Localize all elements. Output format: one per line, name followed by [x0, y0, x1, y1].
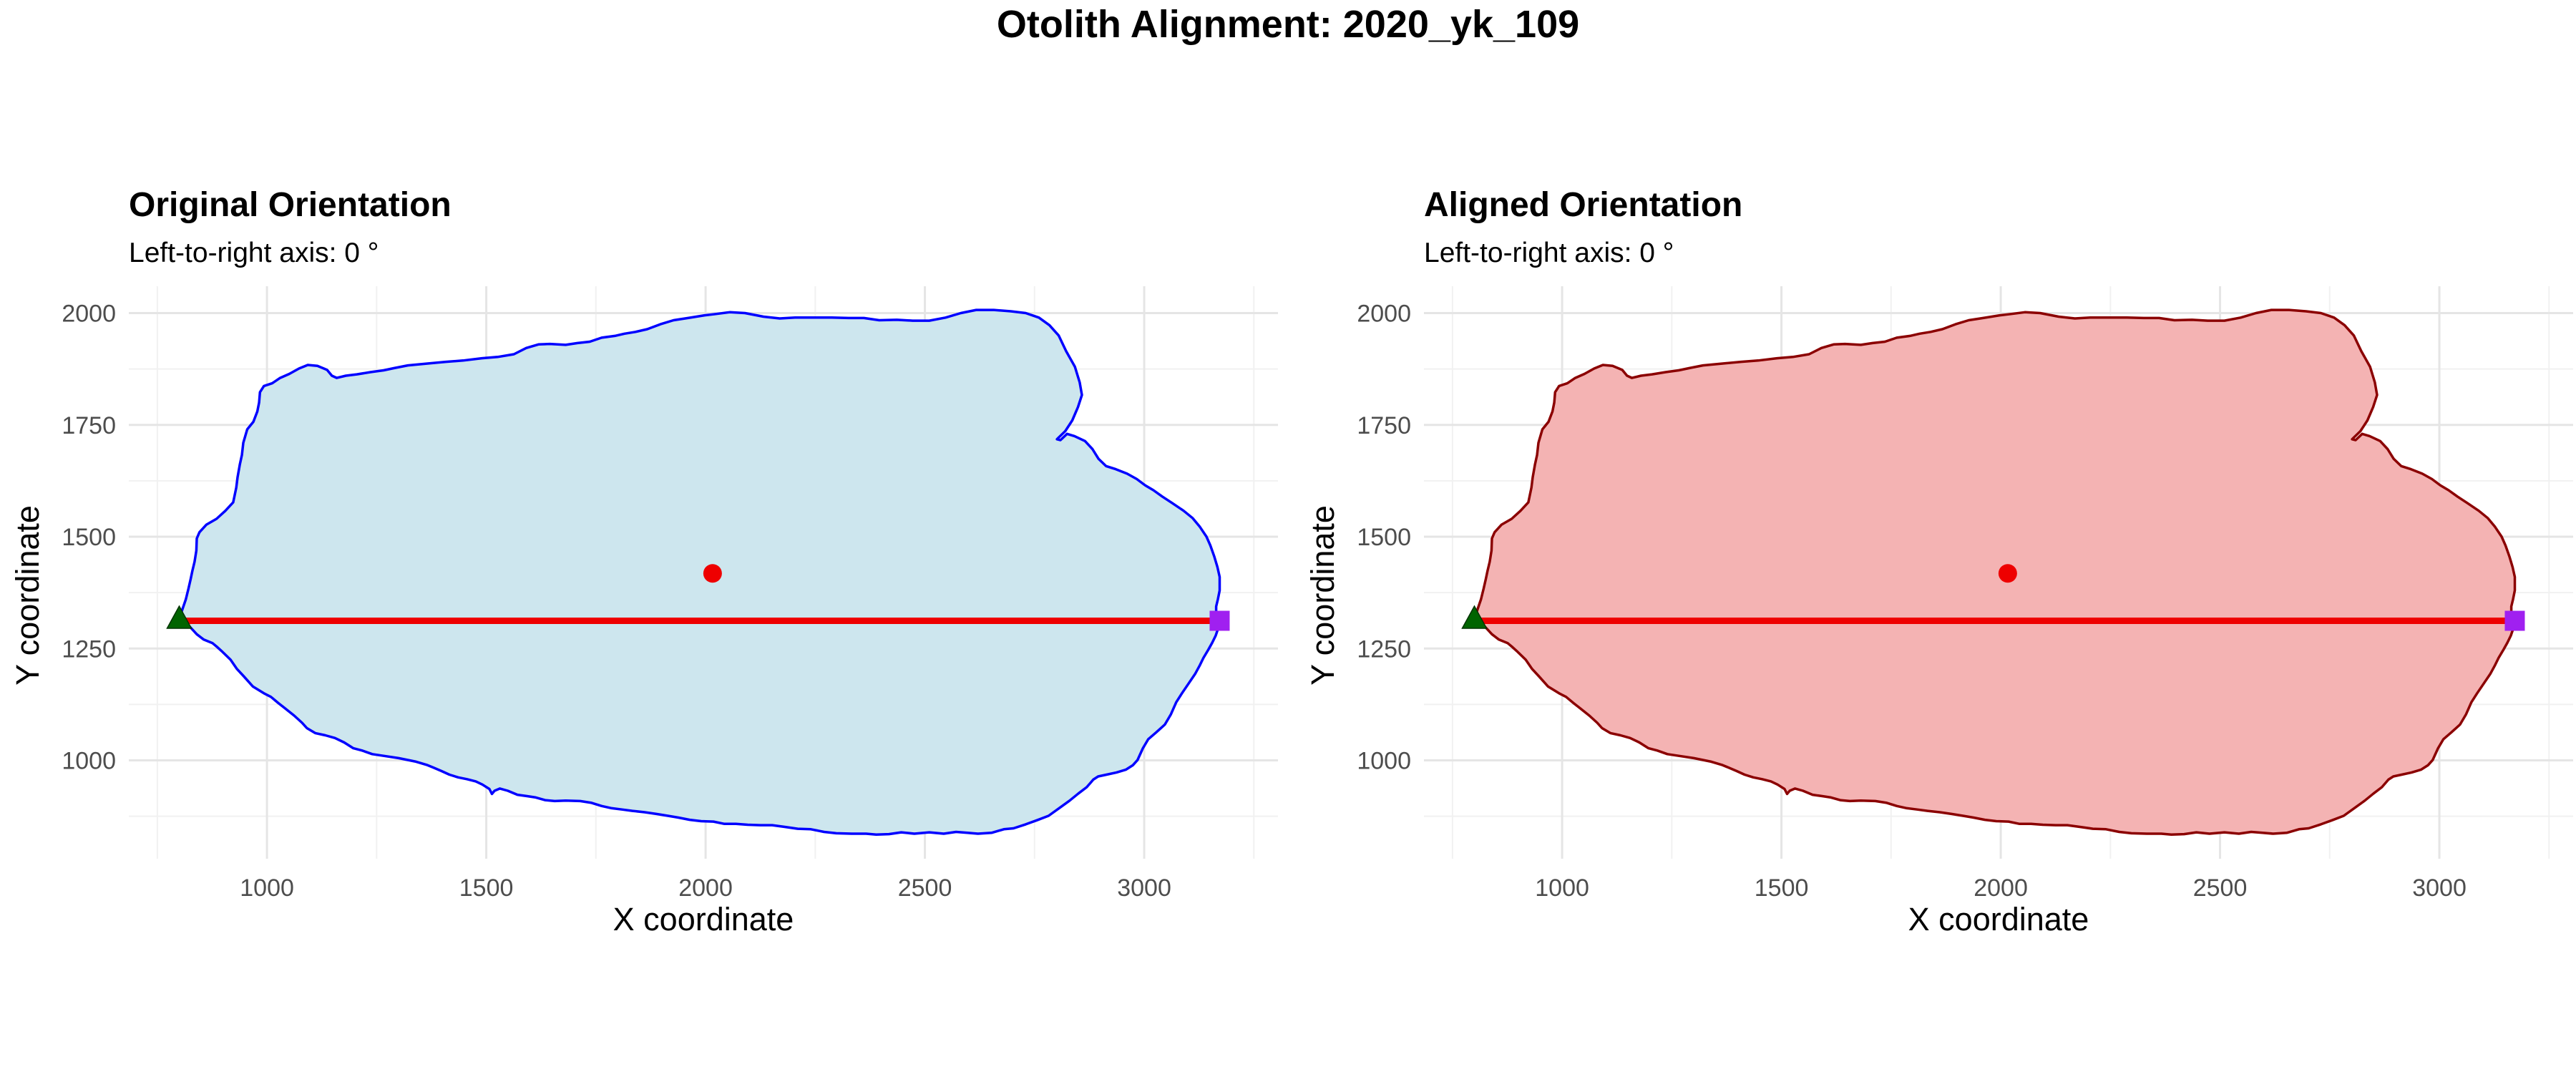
- x-tick-label: 2500: [2193, 874, 2248, 902]
- panel-title: Aligned Orientation: [1424, 186, 1742, 224]
- figure-title: Otolith Alignment: 2020_yk_109: [997, 3, 1579, 46]
- left-end-marker: [1461, 605, 1488, 629]
- plot-area: 1000 1500 2000 2500 3000 1000 1250 1500 1750 2000: [62, 286, 1278, 902]
- x-tick-label: 2000: [1974, 874, 2028, 902]
- y-tick-label: 1500: [1357, 524, 1411, 551]
- y-tick-label: 1000: [62, 748, 116, 775]
- panel-aligned: Aligned Orientation Left-to-right axis: …: [1304, 186, 2573, 937]
- centroid-point: [703, 564, 722, 583]
- y-tick-label: 1500: [62, 524, 116, 551]
- y-tick-label: 1250: [62, 635, 116, 663]
- plot-area: 1000 1500 2000 2500 3000 1000 1250 1500 1750 2000: [1357, 286, 2573, 902]
- otolith-outline: [1473, 308, 2517, 837]
- y-axis-label: Y coordinate: [9, 505, 46, 686]
- y-tick-label: 1250: [1357, 635, 1411, 663]
- x-tick-label: 1000: [1535, 874, 1589, 902]
- panel-title: Original Orientation: [129, 186, 452, 224]
- panel-subtitle: Left-to-right axis: 0 °: [129, 238, 379, 268]
- centroid-point: [1998, 564, 2017, 583]
- y-tick-label: 1750: [1357, 412, 1411, 439]
- x-tick-label: 1000: [240, 874, 294, 902]
- x-axis-label: X coordinate: [613, 901, 794, 937]
- y-tick-label: 2000: [62, 301, 116, 328]
- right-end-marker: [1209, 610, 1230, 631]
- x-tick-label: 2000: [678, 874, 733, 902]
- x-axis-label: X coordinate: [1908, 901, 2089, 937]
- x-tick-label: 3000: [2412, 874, 2467, 902]
- x-tick-label: 1500: [1755, 874, 1809, 902]
- panel-subtitle: Left-to-right axis: 0 °: [1424, 238, 1674, 268]
- panel-original: Original Orientation Left-to-right axis:…: [9, 186, 1278, 937]
- otolith-outline: [177, 308, 1221, 837]
- x-tick-label: 2500: [898, 874, 952, 902]
- right-end-marker: [2504, 610, 2525, 631]
- y-tick-label: 1000: [1357, 748, 1411, 775]
- y-tick-label: 2000: [1357, 301, 1411, 328]
- x-tick-label: 1500: [459, 874, 514, 902]
- y-axis-label: Y coordinate: [1304, 505, 1341, 686]
- x-tick-label: 3000: [1117, 874, 1171, 902]
- left-end-marker: [166, 605, 192, 629]
- y-tick-label: 1750: [62, 412, 116, 439]
